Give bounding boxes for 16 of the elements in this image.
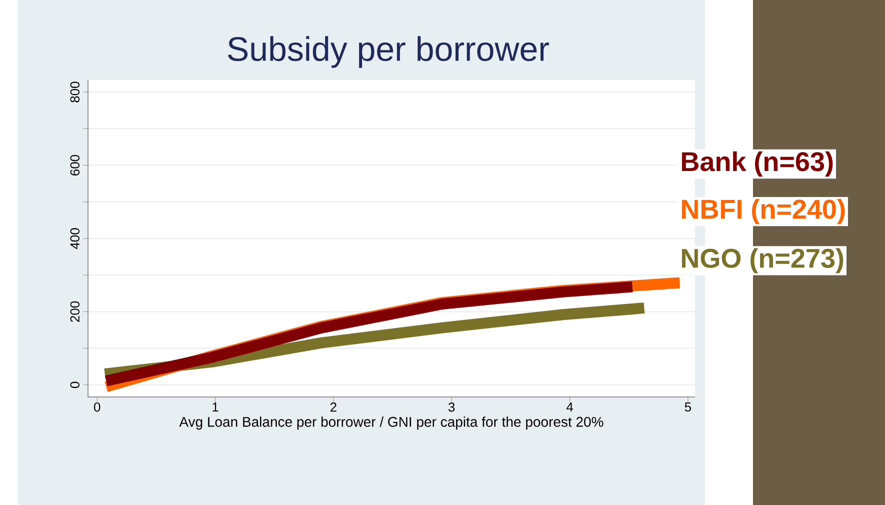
y-tick-label: 400 [70, 228, 80, 250]
y-tick-label: 0 [70, 382, 80, 388]
y-tick-label: 800 [70, 82, 80, 102]
series-label: NGO (n=273) [682, 248, 844, 274]
y-tick-label: 200 [70, 301, 80, 322]
y-tick-label: 600 [70, 154, 80, 176]
text: Bank (n=63) [682, 151, 833, 177]
x-tick-label: 4 [566, 402, 573, 412]
x-tick-label: 0 [94, 402, 100, 412]
text: NBFI (n=240) [682, 198, 845, 224]
chart-title: Subsidy per borrower [228, 36, 549, 68]
x-tick-label: 3 [448, 402, 455, 412]
x-tick-label: 5 [684, 402, 691, 412]
x-axis-title: Avg Loan Balance per borrower / GNI per capita for the poorest 20% [179, 416, 604, 430]
x-tick-label: 1 [212, 402, 218, 412]
x-tick-label: 2 [330, 402, 336, 412]
